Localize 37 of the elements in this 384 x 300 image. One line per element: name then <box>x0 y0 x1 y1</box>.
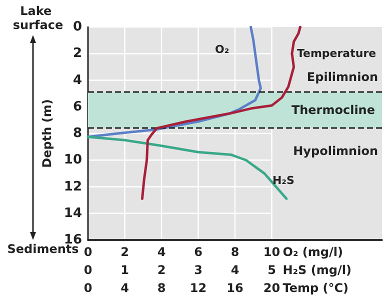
x2-tick-label: 0 <box>84 263 92 277</box>
x2-tick-label: 5 <box>268 263 276 277</box>
y-tick-label: 4 <box>72 72 82 88</box>
x-tick-label: 4 <box>157 245 166 259</box>
series-label: H₂S <box>272 174 294 188</box>
x2-tick-label: 2 <box>157 263 166 277</box>
y-tick-label: 0 <box>72 20 82 34</box>
y-tick-label: 2 <box>72 46 82 62</box>
x-axis-title: O₂ (mg/l) <box>282 245 343 259</box>
x2-tick-label: 3 <box>194 263 202 277</box>
y-tick-label: 14 <box>64 206 82 221</box>
x-tick-label: 20 <box>263 281 280 295</box>
x-tick-label: 6 <box>194 245 202 259</box>
x-tick-label: 12 <box>190 281 207 295</box>
y-tick-label: 8 <box>72 126 82 141</box>
x-tick-label: 10 <box>263 245 280 259</box>
x-tick-label: 8 <box>230 245 240 259</box>
x2-tick-label: 1 <box>120 263 129 277</box>
x2-tick-label: 4 <box>230 263 240 277</box>
y-tick-label: 12 <box>64 179 82 194</box>
y-tick-label: 6 <box>72 99 82 114</box>
x-tick-label: 16 <box>226 281 244 295</box>
x-tick-label: 0 <box>84 281 92 295</box>
text: O₂ <box>215 43 230 56</box>
y-tick-label: 10 <box>64 152 82 168</box>
x-tick-label: 4 <box>120 281 129 295</box>
x-axis-title: Temp (°C) <box>282 281 349 295</box>
series-label: Temperature <box>296 47 376 60</box>
band-label: Thermocline <box>291 103 375 118</box>
annotation: Hypolimnion <box>293 144 378 158</box>
x2-axis-title: H₂S (mg/l) <box>282 263 352 277</box>
x-tick-label: 8 <box>157 281 166 295</box>
y-axis-title: Depth (m) <box>40 99 54 168</box>
text: Lake surface <box>12 4 64 32</box>
x-tick-label: 0 <box>84 245 92 259</box>
x-tick-label: 2 <box>120 245 129 259</box>
annotation: Epilimnion <box>306 70 378 84</box>
